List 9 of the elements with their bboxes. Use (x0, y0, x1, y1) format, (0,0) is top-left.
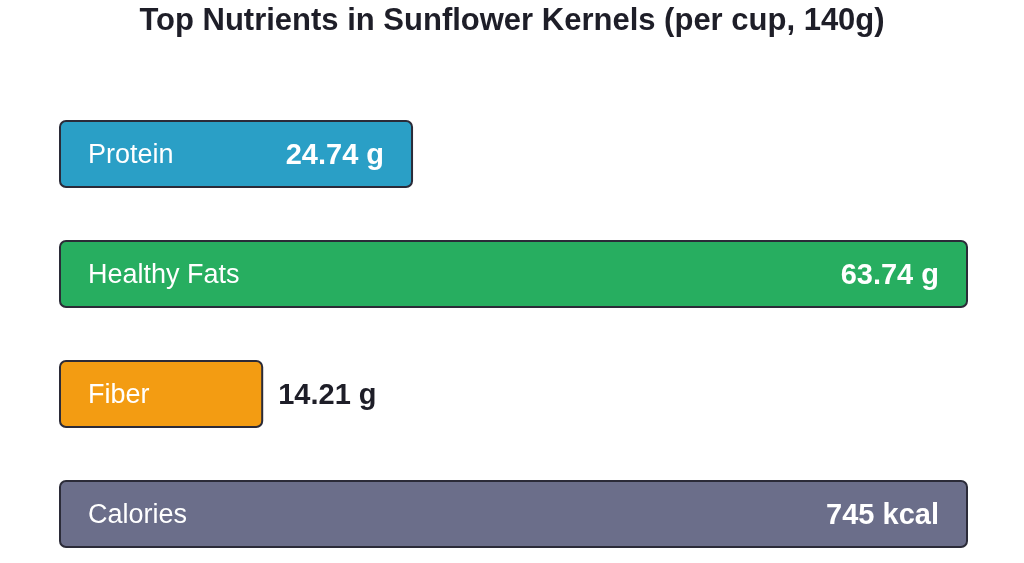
y-tick-label: Calories (88, 499, 188, 529)
data-label: 63.74 g (840, 258, 939, 290)
chart-title: Top Nutrients in Sunflower Kernels (per cup, 140g) (138, 2, 886, 38)
y-tick-label: Fiber (88, 379, 150, 409)
y-tick-label: Healthy Fats (88, 259, 240, 289)
y-tick-label: Protein (88, 139, 174, 169)
data-label: 14.21 g (278, 378, 377, 410)
data-label: 745 kcal (826, 498, 939, 530)
data-label: 24.74 g (285, 138, 385, 170)
